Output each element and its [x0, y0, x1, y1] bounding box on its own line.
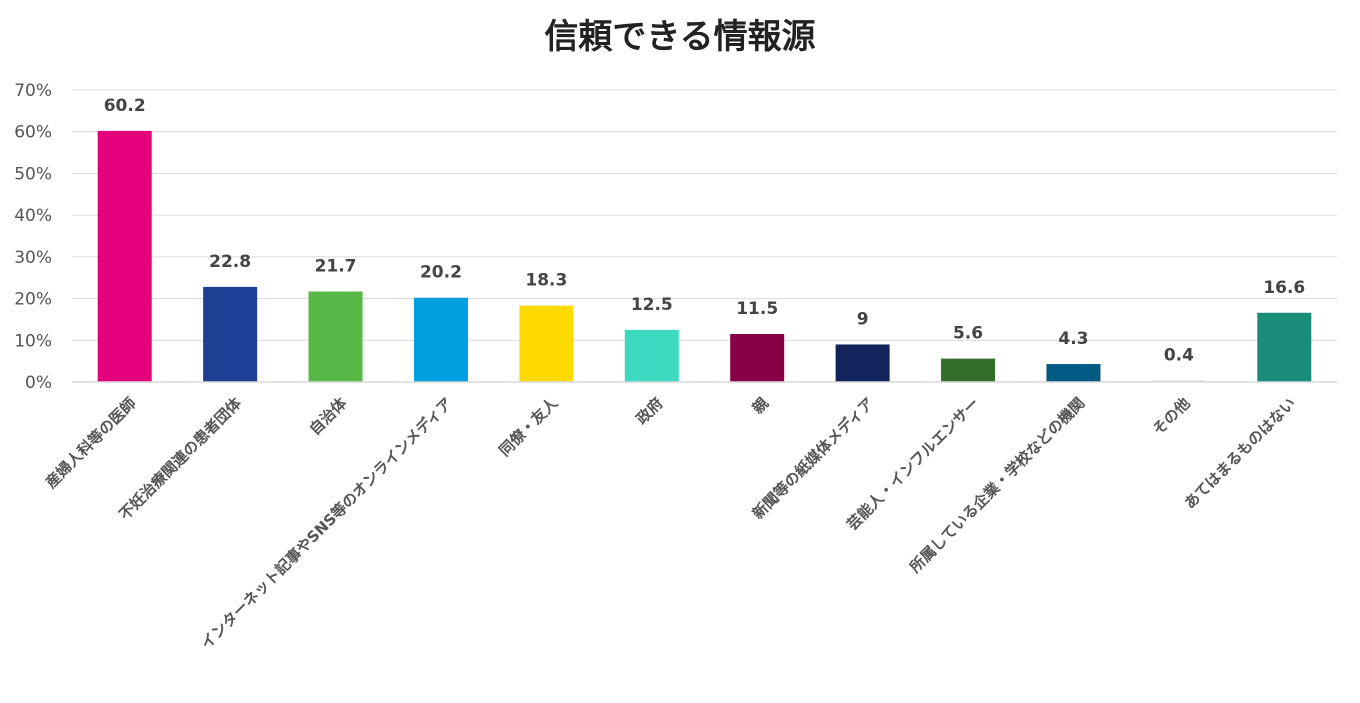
x-tick-label: あてはまるものはない — [1181, 394, 1299, 512]
x-tick-label: インターネット記事やSNS等のオンラインメディア — [197, 394, 456, 653]
bars — [97, 130, 1312, 382]
bar — [835, 344, 890, 382]
x-tick-label: その他 — [1149, 394, 1194, 439]
y-axis-ticks: 0% 10% 20% 30% 40% 50% 60% 70% — [14, 81, 52, 393]
x-tick-label: 所属している企業・学校などの機関 — [906, 394, 1088, 576]
bar — [1151, 380, 1206, 382]
chart-title: 信頼できる情報源 — [544, 17, 815, 57]
bar — [1257, 312, 1312, 382]
x-tick-label: 同僚・友人 — [495, 393, 561, 459]
data-label: 21.7 — [315, 256, 357, 276]
bar — [308, 291, 363, 382]
y-tick-label: 10% — [14, 331, 52, 351]
bar — [413, 297, 468, 382]
bar — [730, 334, 785, 382]
x-tick-label: 政府 — [633, 394, 667, 428]
grid-lines — [72, 89, 1337, 341]
y-tick-label: 40% — [14, 206, 52, 226]
bar — [97, 130, 152, 382]
x-tick-label: 産婦人科等の医師 — [42, 394, 140, 492]
data-label: 4.3 — [1058, 329, 1088, 349]
y-tick-label: 30% — [14, 248, 52, 268]
data-label: 60.2 — [104, 96, 146, 116]
data-label: 0.4 — [1164, 345, 1194, 365]
x-tick-label: 新聞等の紙媒体メディア — [749, 394, 878, 523]
x-tick-label: 自治体 — [306, 393, 351, 438]
data-label: 5.6 — [953, 324, 983, 344]
data-label: 9 — [857, 309, 869, 329]
y-tick-label: 70% — [14, 81, 52, 101]
bar — [1046, 364, 1101, 382]
y-tick-label: 20% — [14, 290, 52, 310]
data-label: 11.5 — [736, 299, 778, 319]
data-label: 16.6 — [1263, 278, 1305, 298]
data-labels: 60.2 22.8 21.7 20.2 18.3 12.5 11.5 9 5.6 4.3 0.4 16… — [104, 96, 1306, 365]
y-tick-label: 0% — [25, 373, 52, 393]
data-label: 12.5 — [631, 295, 673, 315]
y-tick-label: 60% — [14, 123, 52, 143]
y-tick-label: 50% — [14, 164, 52, 184]
x-tick-label: 親 — [749, 394, 772, 417]
bar — [941, 358, 996, 382]
bar — [203, 286, 258, 382]
data-label: 20.2 — [420, 263, 462, 283]
x-tick-label: 不妊治療関連の患者団体 — [116, 393, 246, 523]
bar — [519, 305, 574, 382]
data-label: 22.8 — [209, 252, 251, 272]
data-label: 18.3 — [525, 271, 567, 291]
bar — [624, 329, 679, 382]
